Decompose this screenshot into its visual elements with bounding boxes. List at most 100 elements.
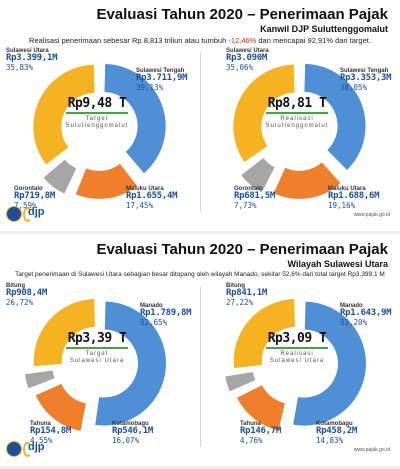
label-cat: Sulawesi Tengah xyxy=(136,68,185,74)
slide-subtitle: Kanwil DJP Suluttenggomalut xyxy=(260,24,388,34)
slice-tahuna xyxy=(24,370,55,389)
label-cat: Kotamobagu xyxy=(112,421,149,427)
label-percent: 7,73% xyxy=(234,200,257,210)
label-percent: 27,22% xyxy=(226,297,254,307)
label-percent: 4,55% xyxy=(30,435,53,445)
top-bar xyxy=(0,235,400,239)
djp-emblem-icon xyxy=(6,206,22,222)
center-rule xyxy=(266,112,328,114)
label-amount: Rp1.789,8M xyxy=(140,308,192,319)
label-cat: Kotamobagu xyxy=(316,421,353,427)
label-amount: Rp3.711,9M xyxy=(136,73,188,84)
label-percent: 19,16% xyxy=(328,200,356,210)
slice-maluku-utara xyxy=(273,162,341,199)
slide-suluttenggomalut: Evaluasi Tahun 2020 – Penerimaan Pajak K… xyxy=(0,0,400,234)
label-percent: 26,72% xyxy=(6,297,34,307)
slide-title: Evaluasi Tahun 2020 – Penerimaan Pajak xyxy=(96,241,388,258)
label-bitung: Bitung Rp841,1M 27,22% xyxy=(226,283,267,307)
center-value: Rp3,09 T xyxy=(267,331,327,346)
slide-title: Evaluasi Tahun 2020 – Penerimaan Pajak xyxy=(96,6,388,23)
slice-gorontalo xyxy=(241,157,275,193)
label-gorontalo: Gorontalo Rp719,8M 7,59% xyxy=(14,186,55,210)
label-cat: Manado xyxy=(340,303,363,309)
label-percent: 14,83% xyxy=(316,435,344,445)
slice-kotamobagu xyxy=(236,385,285,431)
label-cat: Maluku Utara xyxy=(126,186,164,192)
label-sulawesi-tengah: Sulawesi Tengah Rp3.711,9M 39,13% xyxy=(136,68,187,92)
logo-text: djp xyxy=(28,441,45,453)
label-tahuna: Tahuna Rp146,7M 4,76% xyxy=(240,421,281,445)
center-label-2: Suluttenggomalut xyxy=(265,123,329,130)
label-percent: 39,13% xyxy=(136,82,164,92)
label-sulawesi-tengah: Sulawesi Tengah Rp3.353,3M 38,05% xyxy=(340,68,391,92)
donut-chart xyxy=(225,299,366,431)
center-rule xyxy=(66,112,128,114)
label-cat: Manado xyxy=(140,303,163,309)
label-amount: Rp1.655,4M xyxy=(126,191,178,202)
center-label-1: Realisasi xyxy=(280,115,314,122)
summary-part-c: dan mencapai 92,91% dari target. xyxy=(256,36,371,45)
center-value: Rp8,81 T xyxy=(267,96,327,111)
label-amount: Rp3.090M xyxy=(226,53,267,64)
center-label-2: Sulawesi Utara xyxy=(269,358,325,365)
label-kotamobagu: Kotamobagu Rp546,1M 16,07% xyxy=(112,421,153,445)
slice-sulawesi-tengah xyxy=(304,63,366,171)
website-text: www.pajak.go.id xyxy=(353,447,390,453)
slice-sulawesi-tengah xyxy=(104,64,166,174)
label-sulawesi-utara: Sulawesi Utara Rp3.090M 35,06% xyxy=(226,48,269,72)
slice-manado xyxy=(95,301,166,426)
slice-maluku-utara xyxy=(75,163,138,199)
label-amount: Rp154,8M xyxy=(30,426,71,437)
label-cat: Sulawesi Utara xyxy=(6,48,49,54)
label-manado: Manado Rp1.643,9M 53,20% xyxy=(340,303,391,327)
donut-chart xyxy=(33,64,166,199)
label-percent: 52,65% xyxy=(140,317,168,327)
label-cat: Gorontalo xyxy=(14,186,43,192)
label-amount: Rp1.643,9M xyxy=(340,308,392,319)
label-amount: Rp841,1M xyxy=(226,288,267,299)
label-bitung: Bitung Rp908,4M 26,72% xyxy=(6,283,47,307)
center-label-1: Realisasi xyxy=(280,350,314,357)
label-cat: Bitung xyxy=(226,283,245,289)
label-manado: Manado Rp1.789,8M 52,65% xyxy=(140,303,191,327)
center-label-2: Sulawesi Utara xyxy=(69,358,125,365)
chart-target-sulawesi-utara: Rp3,39 T Target Sulawesi Utara Bitung Rp… xyxy=(0,283,200,455)
center-value: Rp3,39 T xyxy=(67,331,127,346)
growth-value: -12,46% xyxy=(228,36,257,45)
label-amount: Rp681,5M xyxy=(234,191,275,202)
label-amount: Rp1.688,6M xyxy=(328,191,380,202)
donut-chart xyxy=(233,63,366,199)
label-amount: Rp719,8M xyxy=(14,191,55,202)
chart-realisasi-suluttenggomalut: Rp8,81 T Realisasi Suluttenggomalut Sula… xyxy=(200,48,400,220)
website-text: www.pajak.go.id xyxy=(353,212,390,218)
label-percent: 16,07% xyxy=(112,435,140,445)
slice-manado xyxy=(293,301,366,426)
slide-subtitle: Wilayah Sulawesi Utara xyxy=(287,259,388,269)
bottom-strip xyxy=(0,466,400,469)
center-label-2: Suluttenggomalut xyxy=(65,123,129,130)
label-sulawesi-utara: Sulawesi Utara Rp3.399,1M 35,83% xyxy=(6,48,57,72)
center-label-1: Target xyxy=(85,350,109,357)
label-percent: 53,20% xyxy=(340,317,368,327)
label-amount: Rp546,1M xyxy=(112,426,153,437)
label-percent: 17,45% xyxy=(126,200,154,210)
slice-tahuna xyxy=(225,371,256,392)
label-percent: 35,83% xyxy=(6,62,34,72)
label-cat: Bitung xyxy=(6,283,25,289)
label-percent: 4,76% xyxy=(240,435,263,445)
donut-center: Rp3,39 T Target Sulawesi Utara xyxy=(52,331,142,366)
center-rule xyxy=(66,347,128,349)
slide-sulawesi-utara: Evaluasi Tahun 2020 – Penerimaan Pajak W… xyxy=(0,235,400,469)
label-amount: Rp146,7M xyxy=(240,426,281,437)
label-cat: Sulawesi Utara xyxy=(226,48,269,54)
slice-bitung xyxy=(33,299,95,367)
center-label-1: Target xyxy=(85,115,109,122)
label-kotamobagu: Kotamobagu Rp458,2M 14,83% xyxy=(316,421,357,445)
label-cat: Gorontalo xyxy=(234,186,263,192)
bottom-strip xyxy=(0,231,400,234)
divider xyxy=(200,287,201,447)
label-cat: Maluku Utara xyxy=(328,186,366,192)
label-maluku-utara: Maluku Utara Rp1.655,4M 17,45% xyxy=(126,186,177,210)
djp-ring-icon xyxy=(23,442,32,457)
label-cat: Tahuna xyxy=(30,421,51,427)
